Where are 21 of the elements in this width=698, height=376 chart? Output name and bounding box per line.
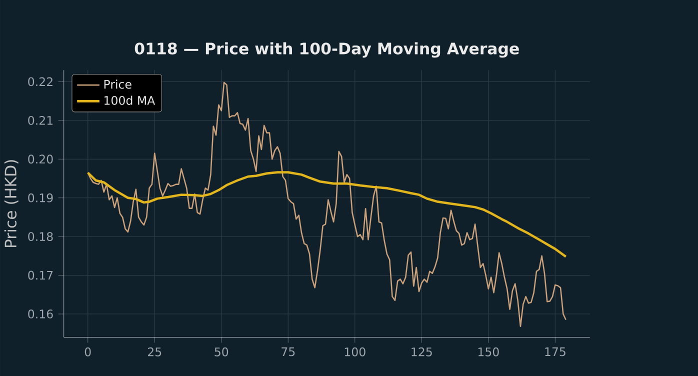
x-tick-label: 50	[214, 347, 228, 356]
x-tick-label: 75	[282, 347, 295, 356]
x-tick-label: 175	[545, 347, 566, 356]
y-axis-title: Price (HKD)	[4, 160, 18, 247]
y-tick-label: 0.22	[28, 77, 52, 86]
x-tick-label: 125	[412, 347, 432, 356]
line-series	[86, 170, 568, 258]
legend-label: Price	[104, 79, 132, 89]
chart-title: 0118 — Price with 100-Day Moving Average	[134, 42, 519, 58]
y-tick-label: 0.17	[28, 270, 53, 280]
y-tick-label: 0.20	[28, 154, 53, 164]
line-series	[87, 82, 567, 327]
legend-label: 100d MA	[104, 96, 156, 105]
x-tick-label: 150	[478, 347, 499, 356]
x-tick-label: 100	[344, 347, 366, 356]
y-tick-label: 0.21	[28, 116, 53, 125]
x-tick-label: 25	[148, 347, 162, 356]
y-tick-label: 0.16	[28, 309, 53, 318]
y-tick-label: 0.19	[28, 193, 53, 202]
y-tick-label: 0.18	[28, 232, 53, 241]
x-tick-label: 0	[84, 347, 91, 356]
